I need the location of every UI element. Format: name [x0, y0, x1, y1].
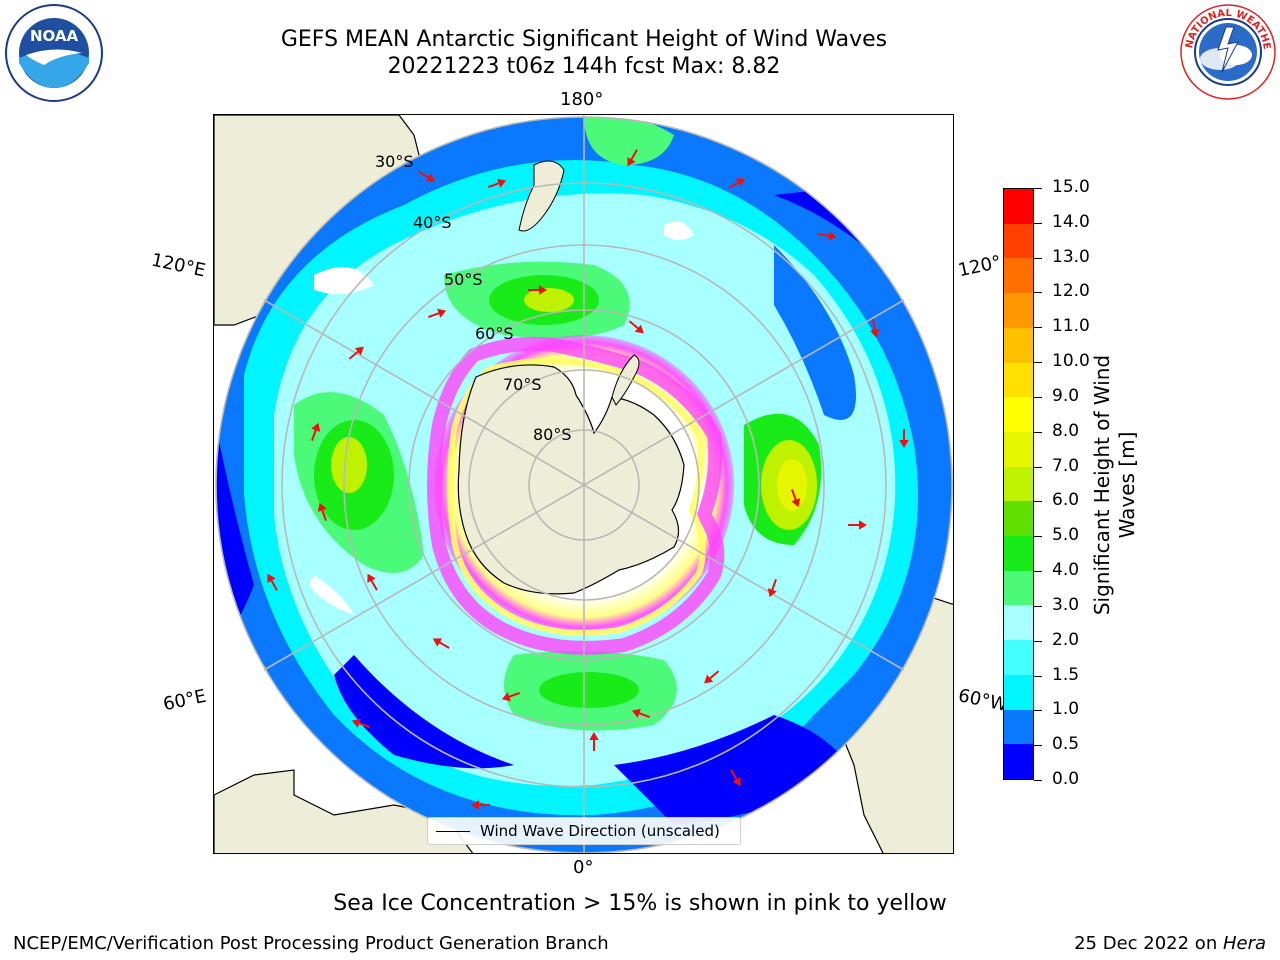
lon-label-180: 180°: [560, 89, 604, 110]
colorbar-segment: [1004, 258, 1033, 294]
colorbar-segment: [1004, 327, 1033, 363]
colorbar-tick-label: 0.5: [1052, 734, 1080, 755]
colorbar-segment: [1004, 501, 1033, 537]
legend-label: Wind Wave Direction (unscaled): [480, 822, 720, 840]
colorbar-tick: [1034, 188, 1042, 189]
date-stamp: 25 Dec 2022 on Hera: [1074, 933, 1266, 954]
lon-label-120w: 120°: [956, 251, 1004, 282]
lat-label-50s: 50°S: [444, 270, 483, 289]
colorbar-tick-label: 7.0: [1052, 455, 1080, 476]
graticule: [215, 115, 953, 853]
colorbar-tick: [1034, 536, 1042, 538]
colorbar-tick-label: 11.0: [1052, 316, 1090, 337]
wind-wave-arrows: [267, 149, 909, 810]
colorbar-segment: [1004, 605, 1033, 641]
lat-label-40s: 40°S: [413, 213, 452, 232]
nws-logo: NATIONAL WEATHER SERVICE: [1178, 2, 1276, 100]
colorbar-segment: [1004, 570, 1033, 606]
colorbar-segment: [1004, 674, 1033, 710]
colorbar-segment: [1004, 709, 1033, 745]
lon-label-60w: 60°W: [956, 685, 1010, 716]
colorbar-segment: [1004, 189, 1033, 224]
colorbar-tick: [1034, 431, 1042, 433]
colorbar-segment: [1004, 223, 1033, 259]
colorbar-tick: [1034, 292, 1042, 294]
noaa-logo-text: NOAA: [30, 27, 79, 45]
colorbar-segment: [1004, 466, 1033, 502]
colorbar-tick-label: 4.0: [1052, 560, 1080, 581]
colorbar-tick-label: 15.0: [1052, 177, 1090, 197]
lon-label-60e: 60°E: [161, 685, 208, 716]
colorbar-segment: [1004, 397, 1033, 432]
colorbar-tick: [1034, 222, 1042, 224]
lat-label-80s: 80°S: [533, 425, 572, 444]
colorbar-tick-label: 14.0: [1052, 211, 1090, 232]
colorbar-tick-label: 1.5: [1052, 664, 1080, 685]
antarctic-peninsula: [611, 354, 640, 406]
colorbar-segment: [1004, 744, 1033, 779]
sea-ice-note: Sea Ice Concentration > 15% is shown in …: [333, 891, 947, 916]
colorbar-segment: [1004, 431, 1033, 467]
colorbar-tick: [1034, 466, 1042, 468]
colorbar-tick: [1034, 362, 1042, 364]
colorbar-tick: [1034, 501, 1042, 503]
antarctica: [457, 364, 685, 595]
machine-name: Hera: [1222, 933, 1266, 954]
colorbar-tick: [1034, 745, 1042, 747]
no-data-patches: [309, 221, 694, 615]
date-text: 25 Dec 2022 on: [1074, 933, 1223, 954]
colorbar-tick-label: 0.0: [1052, 769, 1080, 789]
polar-map: [213, 114, 954, 854]
colorbar-segment: [1004, 640, 1033, 675]
credit-line: NCEP/EMC/Verification Post Processing Pr…: [13, 933, 609, 954]
colorbar-tick-label: 1.0: [1052, 699, 1080, 720]
colorbar-tick-label: 9.0: [1052, 385, 1080, 406]
colorbar-tick-label: 5.0: [1052, 525, 1080, 546]
lat-label-30s: 30°S: [375, 152, 414, 171]
chart-title: GEFS MEAN Antarctic Significant Height o…: [280, 27, 888, 52]
colorbar-tick: [1034, 327, 1042, 329]
colorbar-tick: [1034, 710, 1042, 712]
lon-label-0: 0°: [573, 857, 594, 878]
colorbar-segment: [1004, 536, 1033, 571]
colorbar: [1003, 188, 1034, 780]
map-canvas: [214, 115, 953, 853]
legend-line-sample: [436, 830, 470, 832]
colorbar-tick: [1034, 396, 1042, 398]
lat-label-70s: 70°S: [503, 375, 542, 394]
colorbar-tick: [1034, 605, 1042, 607]
colorbar-tick-label: 6.0: [1052, 490, 1080, 511]
colorbar-tick-label: 8.0: [1052, 420, 1080, 441]
chart-subtitle: 20221223 t06z 144h fcst Max: 8.82: [387, 54, 781, 79]
colorbar-label: Significant Height of Wind Waves [m]: [1090, 354, 1139, 616]
lon-label-120e: 120°E: [149, 249, 208, 282]
colorbar-tick-label: 2.0: [1052, 629, 1080, 650]
colorbar-tick-label: 10.0: [1052, 351, 1090, 372]
map-legend: Wind Wave Direction (unscaled): [427, 817, 741, 845]
colorbar-tick: [1034, 571, 1042, 573]
colorbar-tick-label: 13.0: [1052, 246, 1090, 267]
lat-label-60s: 60°S: [475, 324, 514, 343]
colorbar-tick-label: 12.0: [1052, 281, 1090, 302]
colorbar-tick: [1034, 257, 1042, 259]
colorbar-tick-label: 3.0: [1052, 594, 1080, 615]
colorbar-segment: [1004, 293, 1033, 328]
new-zealand: [518, 160, 565, 232]
colorbar-tick: [1034, 780, 1042, 781]
colorbar-segment: [1004, 362, 1033, 398]
noaa-logo: NOAA: [5, 4, 103, 102]
colorbar-tick: [1034, 640, 1042, 642]
colorbar-tick: [1034, 675, 1042, 677]
